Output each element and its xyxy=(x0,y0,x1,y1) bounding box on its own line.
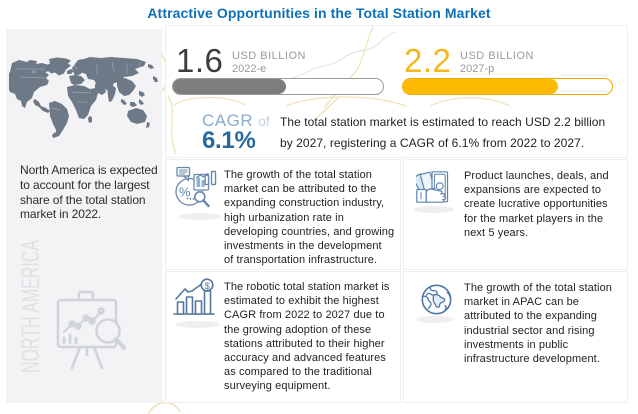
svg-text:%: % xyxy=(179,185,191,200)
svg-text:$: $ xyxy=(205,281,210,291)
